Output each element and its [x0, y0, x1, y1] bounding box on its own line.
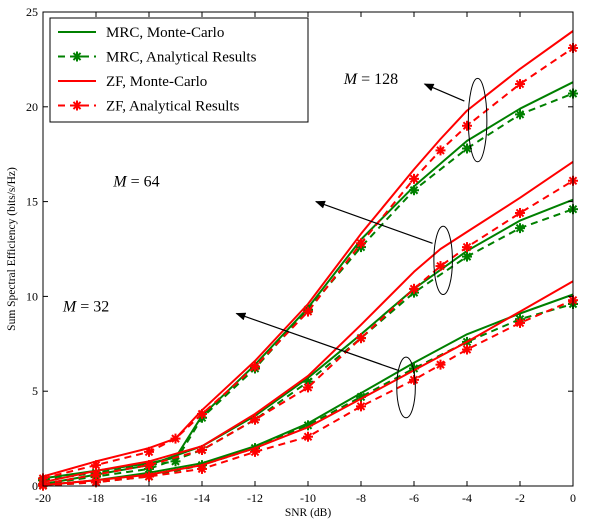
annotation-arrow — [235, 312, 399, 371]
annotation-arrow — [423, 83, 465, 102]
x-tick-label: -20 — [35, 491, 51, 505]
data-point-marker — [435, 261, 446, 272]
data-point-marker — [250, 361, 260, 372]
annotation-ellipse — [396, 356, 416, 419]
y-tick-label: 0 — [32, 479, 38, 493]
data-point-marker — [515, 79, 525, 90]
annotation-label: M = 64 — [112, 173, 159, 190]
annotation-arrow — [315, 200, 433, 244]
series-zf-monte-carlo-m32 — [42, 280, 574, 487]
data-point-marker — [409, 374, 419, 385]
legend-item-zf-analytical-results: ZF, Analytical Results — [58, 99, 240, 115]
data-point-marker — [409, 185, 419, 196]
series-line — [42, 81, 574, 480]
legend: MRC, Monte-Carlo MRC, Analytical Results Z… — [49, 17, 309, 123]
data-point-marker — [515, 317, 525, 328]
data-point-marker — [91, 460, 101, 471]
data-point-marker — [356, 401, 366, 412]
annotation-32: M = 32 — [62, 299, 416, 419]
data-point-marker — [170, 433, 181, 444]
data-point-marker — [303, 306, 313, 317]
series-zf-monte-carlo-m64 — [42, 160, 574, 484]
y-tick-label: 15 — [26, 195, 38, 209]
legend-marker-sample — [72, 100, 82, 111]
data-point-marker — [250, 446, 260, 457]
series-line — [42, 280, 574, 487]
x-tick-label: -2 — [515, 491, 525, 505]
legend-label: MRC, Analytical Results — [106, 50, 257, 66]
series-layer — [38, 30, 578, 491]
data-point-marker — [515, 223, 525, 234]
x-tick-label: -14 — [194, 491, 210, 505]
data-point-marker — [144, 460, 154, 471]
legend-label: ZF, Analytical Results — [106, 99, 240, 115]
legend-marker-sample — [72, 51, 82, 62]
legend-item-mrc-monte-carlo: MRC, Monte-Carlo — [58, 25, 224, 41]
data-point-marker — [356, 333, 366, 344]
data-point-marker — [462, 251, 472, 262]
series-zf-analytical-results-m64 — [38, 175, 578, 490]
data-point-marker — [197, 408, 207, 419]
annotation-label: M = 128 — [343, 71, 398, 88]
data-point-marker — [515, 109, 525, 120]
series-line — [42, 179, 574, 486]
x-axis-label: SNR (dB) — [285, 507, 331, 519]
y-axis-label: Sum Spectral Efficiency (bits/s/Hz) — [6, 167, 18, 331]
data-point-marker — [435, 359, 446, 370]
data-point-marker — [144, 446, 154, 457]
legend-item-mrc-analytical-results: MRC, Analytical Results — [58, 50, 257, 66]
data-point-marker — [435, 145, 446, 156]
data-point-marker — [144, 471, 154, 482]
y-tick-label: 10 — [26, 289, 38, 303]
x-tick-label: -12 — [247, 491, 263, 505]
legend-box — [49, 17, 309, 123]
data-point-marker — [462, 120, 472, 131]
annotation-64: M = 64 — [112, 173, 453, 296]
y-tick-label: 5 — [32, 384, 38, 398]
annotation-ellipse — [467, 77, 488, 163]
data-point-marker — [250, 414, 260, 425]
data-point-marker — [303, 382, 313, 393]
data-point-marker — [356, 238, 366, 249]
legend-item-zf-monte-carlo: ZF, Monte-Carlo — [58, 74, 207, 90]
series-line — [42, 299, 574, 487]
x-tick-label: -16 — [141, 491, 157, 505]
x-tick-label: -6 — [409, 491, 419, 505]
data-point-marker — [409, 173, 419, 184]
x-tick-label: 0 — [570, 491, 576, 505]
x-tick-label: -18 — [88, 491, 104, 505]
x-tick-label: -8 — [356, 491, 366, 505]
annotation-layer: M = 128 M = 64 M = 32 — [62, 71, 488, 419]
y-tick-label: 25 — [26, 5, 38, 19]
data-point-marker — [197, 463, 207, 474]
data-point-marker — [462, 242, 472, 253]
annotation-128: M = 128 — [343, 71, 488, 163]
y-tick-label: 20 — [26, 100, 38, 114]
legend-label: MRC, Monte-Carlo — [106, 25, 224, 41]
legend-label: ZF, Monte-Carlo — [106, 74, 207, 90]
annotation-label: M = 32 — [62, 299, 109, 316]
series-line — [42, 160, 574, 484]
data-point-marker — [462, 344, 472, 355]
x-tick-label: -4 — [462, 491, 472, 505]
data-point-marker — [197, 444, 207, 455]
data-point-marker — [303, 431, 313, 442]
series-zf-analytical-results-m128 — [38, 43, 578, 484]
annotation-ellipse — [433, 225, 453, 296]
x-tick-label: -10 — [300, 491, 316, 505]
data-point-marker — [409, 283, 419, 294]
data-point-marker — [515, 207, 525, 218]
series-mrc-monte-carlo-m128 — [42, 81, 574, 480]
